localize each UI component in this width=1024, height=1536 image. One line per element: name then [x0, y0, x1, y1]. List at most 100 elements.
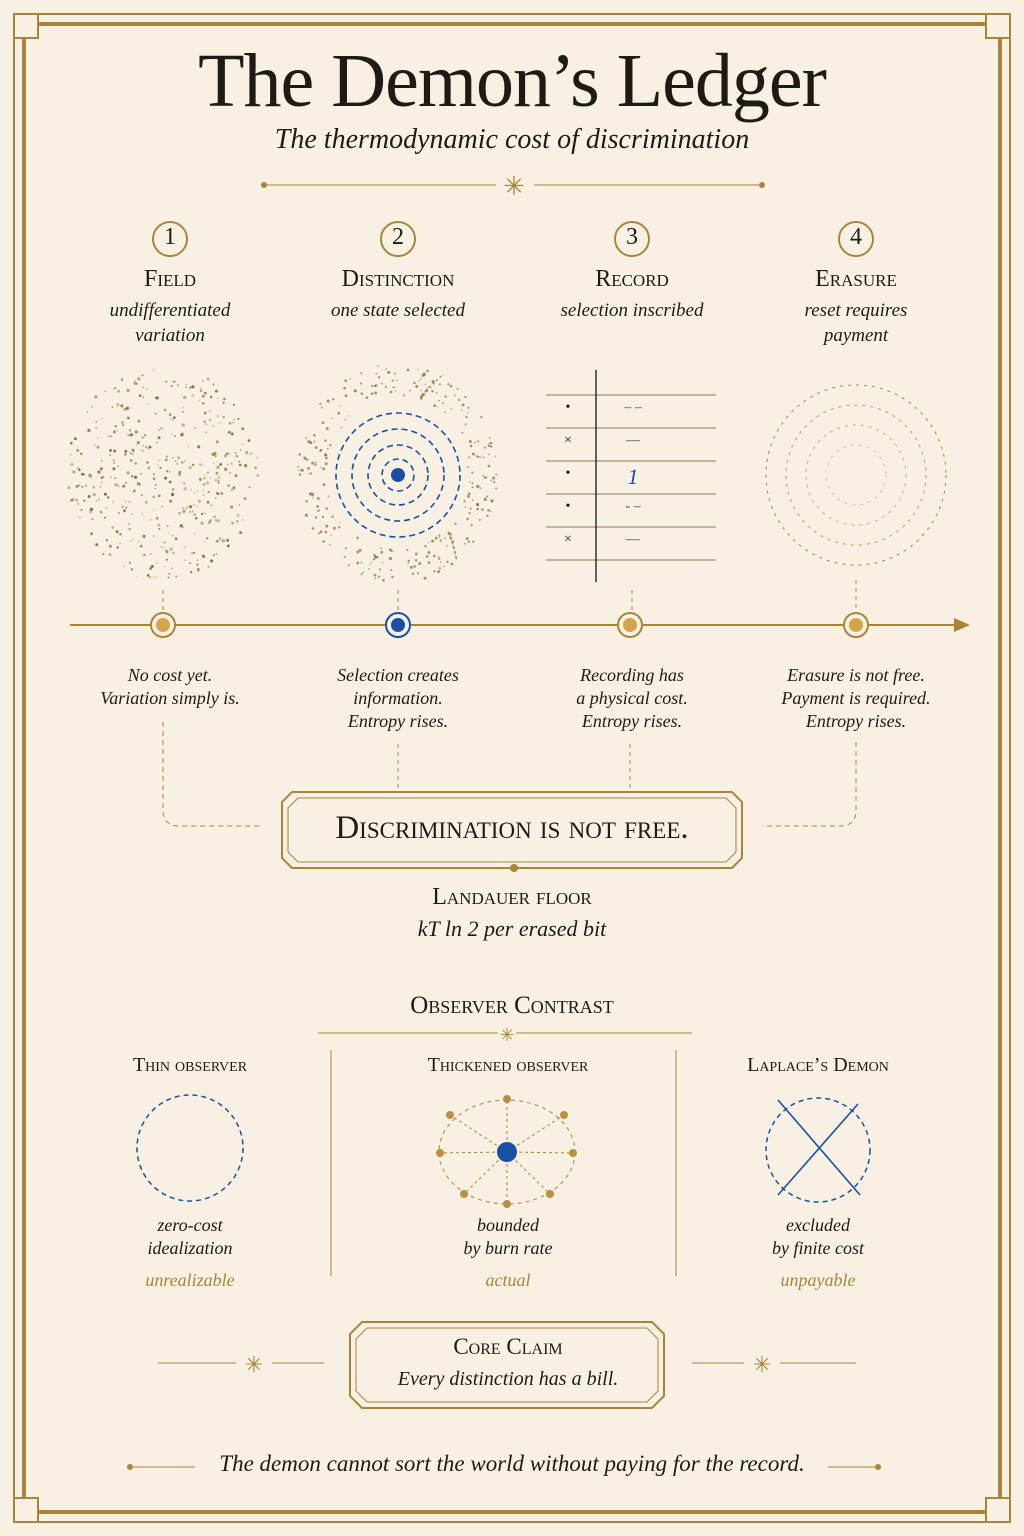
distinction-particle [433, 570, 436, 573]
field-particle [232, 403, 235, 406]
distinction-particle [435, 379, 438, 382]
field-particle [160, 546, 163, 548]
distinction-particle [480, 416, 483, 419]
core-claim-frame-inner [355, 1327, 659, 1403]
field-particle [202, 380, 204, 382]
field-particle [177, 456, 180, 460]
distinction-particle [362, 394, 364, 396]
field-particle [223, 397, 226, 401]
field-particle [164, 458, 168, 462]
distinction-particle [333, 526, 336, 530]
distinction-particle [469, 481, 471, 483]
field-particle [205, 423, 207, 425]
field-particle [92, 493, 96, 497]
field-particle [81, 472, 84, 476]
inner-frame [22, 22, 1002, 1514]
field-particle [185, 386, 187, 388]
field-particle [206, 500, 210, 504]
field-particle [157, 523, 161, 527]
banner-text: Discrimination is not free. [335, 810, 689, 846]
field-particle [70, 454, 72, 456]
field-particle [130, 568, 134, 571]
observer-contrast-title: Observer Contrast [410, 992, 614, 1019]
distinction-particle [493, 480, 496, 484]
field-particle [183, 395, 187, 399]
field-particle [214, 454, 217, 458]
observer-description: idealization [147, 1238, 233, 1258]
distinction-particle [376, 556, 379, 558]
field-particle [105, 506, 108, 509]
record-entry: — [626, 433, 640, 448]
field-particle [136, 575, 138, 577]
distinction-particle [451, 543, 454, 545]
distinction-particle [494, 455, 497, 457]
field-particle [202, 394, 205, 398]
field-particle [134, 430, 138, 434]
distinction-particle [414, 552, 418, 556]
distinction-particle [362, 571, 365, 574]
field-particle [114, 425, 117, 428]
distinction-particle [464, 423, 467, 426]
distinction-particle [403, 394, 406, 397]
field-particle [79, 452, 83, 456]
distinction-particle [339, 521, 341, 523]
node [560, 1111, 568, 1119]
distinction-particle [314, 463, 317, 466]
field-particle [95, 543, 99, 547]
distinction-particle [427, 551, 431, 554]
distinction-particle [468, 492, 471, 496]
field-particle [193, 513, 197, 516]
field-particle [244, 464, 248, 468]
field-particle [90, 477, 92, 479]
field-particle [126, 416, 130, 420]
record-symbol: × [564, 433, 572, 448]
field-particle [197, 490, 199, 493]
frame-corner [985, 13, 1011, 39]
field-particle [147, 403, 150, 405]
field-particle [217, 476, 221, 479]
field-particle [142, 386, 145, 389]
field-particle [212, 554, 216, 557]
field-particle [88, 473, 92, 478]
distinction-particle [487, 444, 490, 448]
distinction-particle [431, 390, 434, 393]
distinction-particle [435, 391, 438, 394]
distinction-particle [392, 386, 394, 389]
distinction-particle [440, 541, 442, 543]
distinction-particle [388, 556, 392, 561]
distinction-particle [373, 573, 377, 577]
selection-ring [381, 458, 415, 492]
distinction-particle [374, 577, 377, 580]
frame-corner [13, 13, 39, 39]
field-particle [171, 492, 175, 497]
stage-number: 2 [392, 224, 404, 250]
field-particle [115, 530, 119, 534]
field-particle [189, 562, 192, 564]
decoration [875, 1464, 881, 1470]
distinction-particle [439, 536, 441, 538]
field-particle [127, 434, 130, 437]
field-particle [95, 426, 98, 429]
distinction-particle [474, 441, 476, 444]
field-particle [124, 500, 127, 503]
distinction-particle [486, 495, 489, 498]
field-particle [168, 572, 171, 575]
distinction-particle [304, 513, 308, 517]
distinction-particle [322, 540, 325, 543]
stage-name: Record [595, 266, 669, 292]
distinction-particle [369, 563, 371, 565]
timeline-node-core [156, 618, 170, 632]
distinction-particle [489, 441, 493, 445]
distinction-particle [490, 479, 493, 482]
field-particle [183, 527, 185, 529]
distinction-particle [315, 461, 317, 464]
stage-note: Selection creates [337, 665, 459, 685]
distinction-particle [314, 516, 318, 519]
field-particle [178, 470, 182, 474]
frame-corner [13, 1497, 39, 1523]
field-particle [238, 460, 241, 463]
field-particle [175, 575, 178, 578]
field-particle [207, 565, 210, 568]
distinction-particle [438, 383, 441, 386]
field-particle [216, 540, 219, 543]
